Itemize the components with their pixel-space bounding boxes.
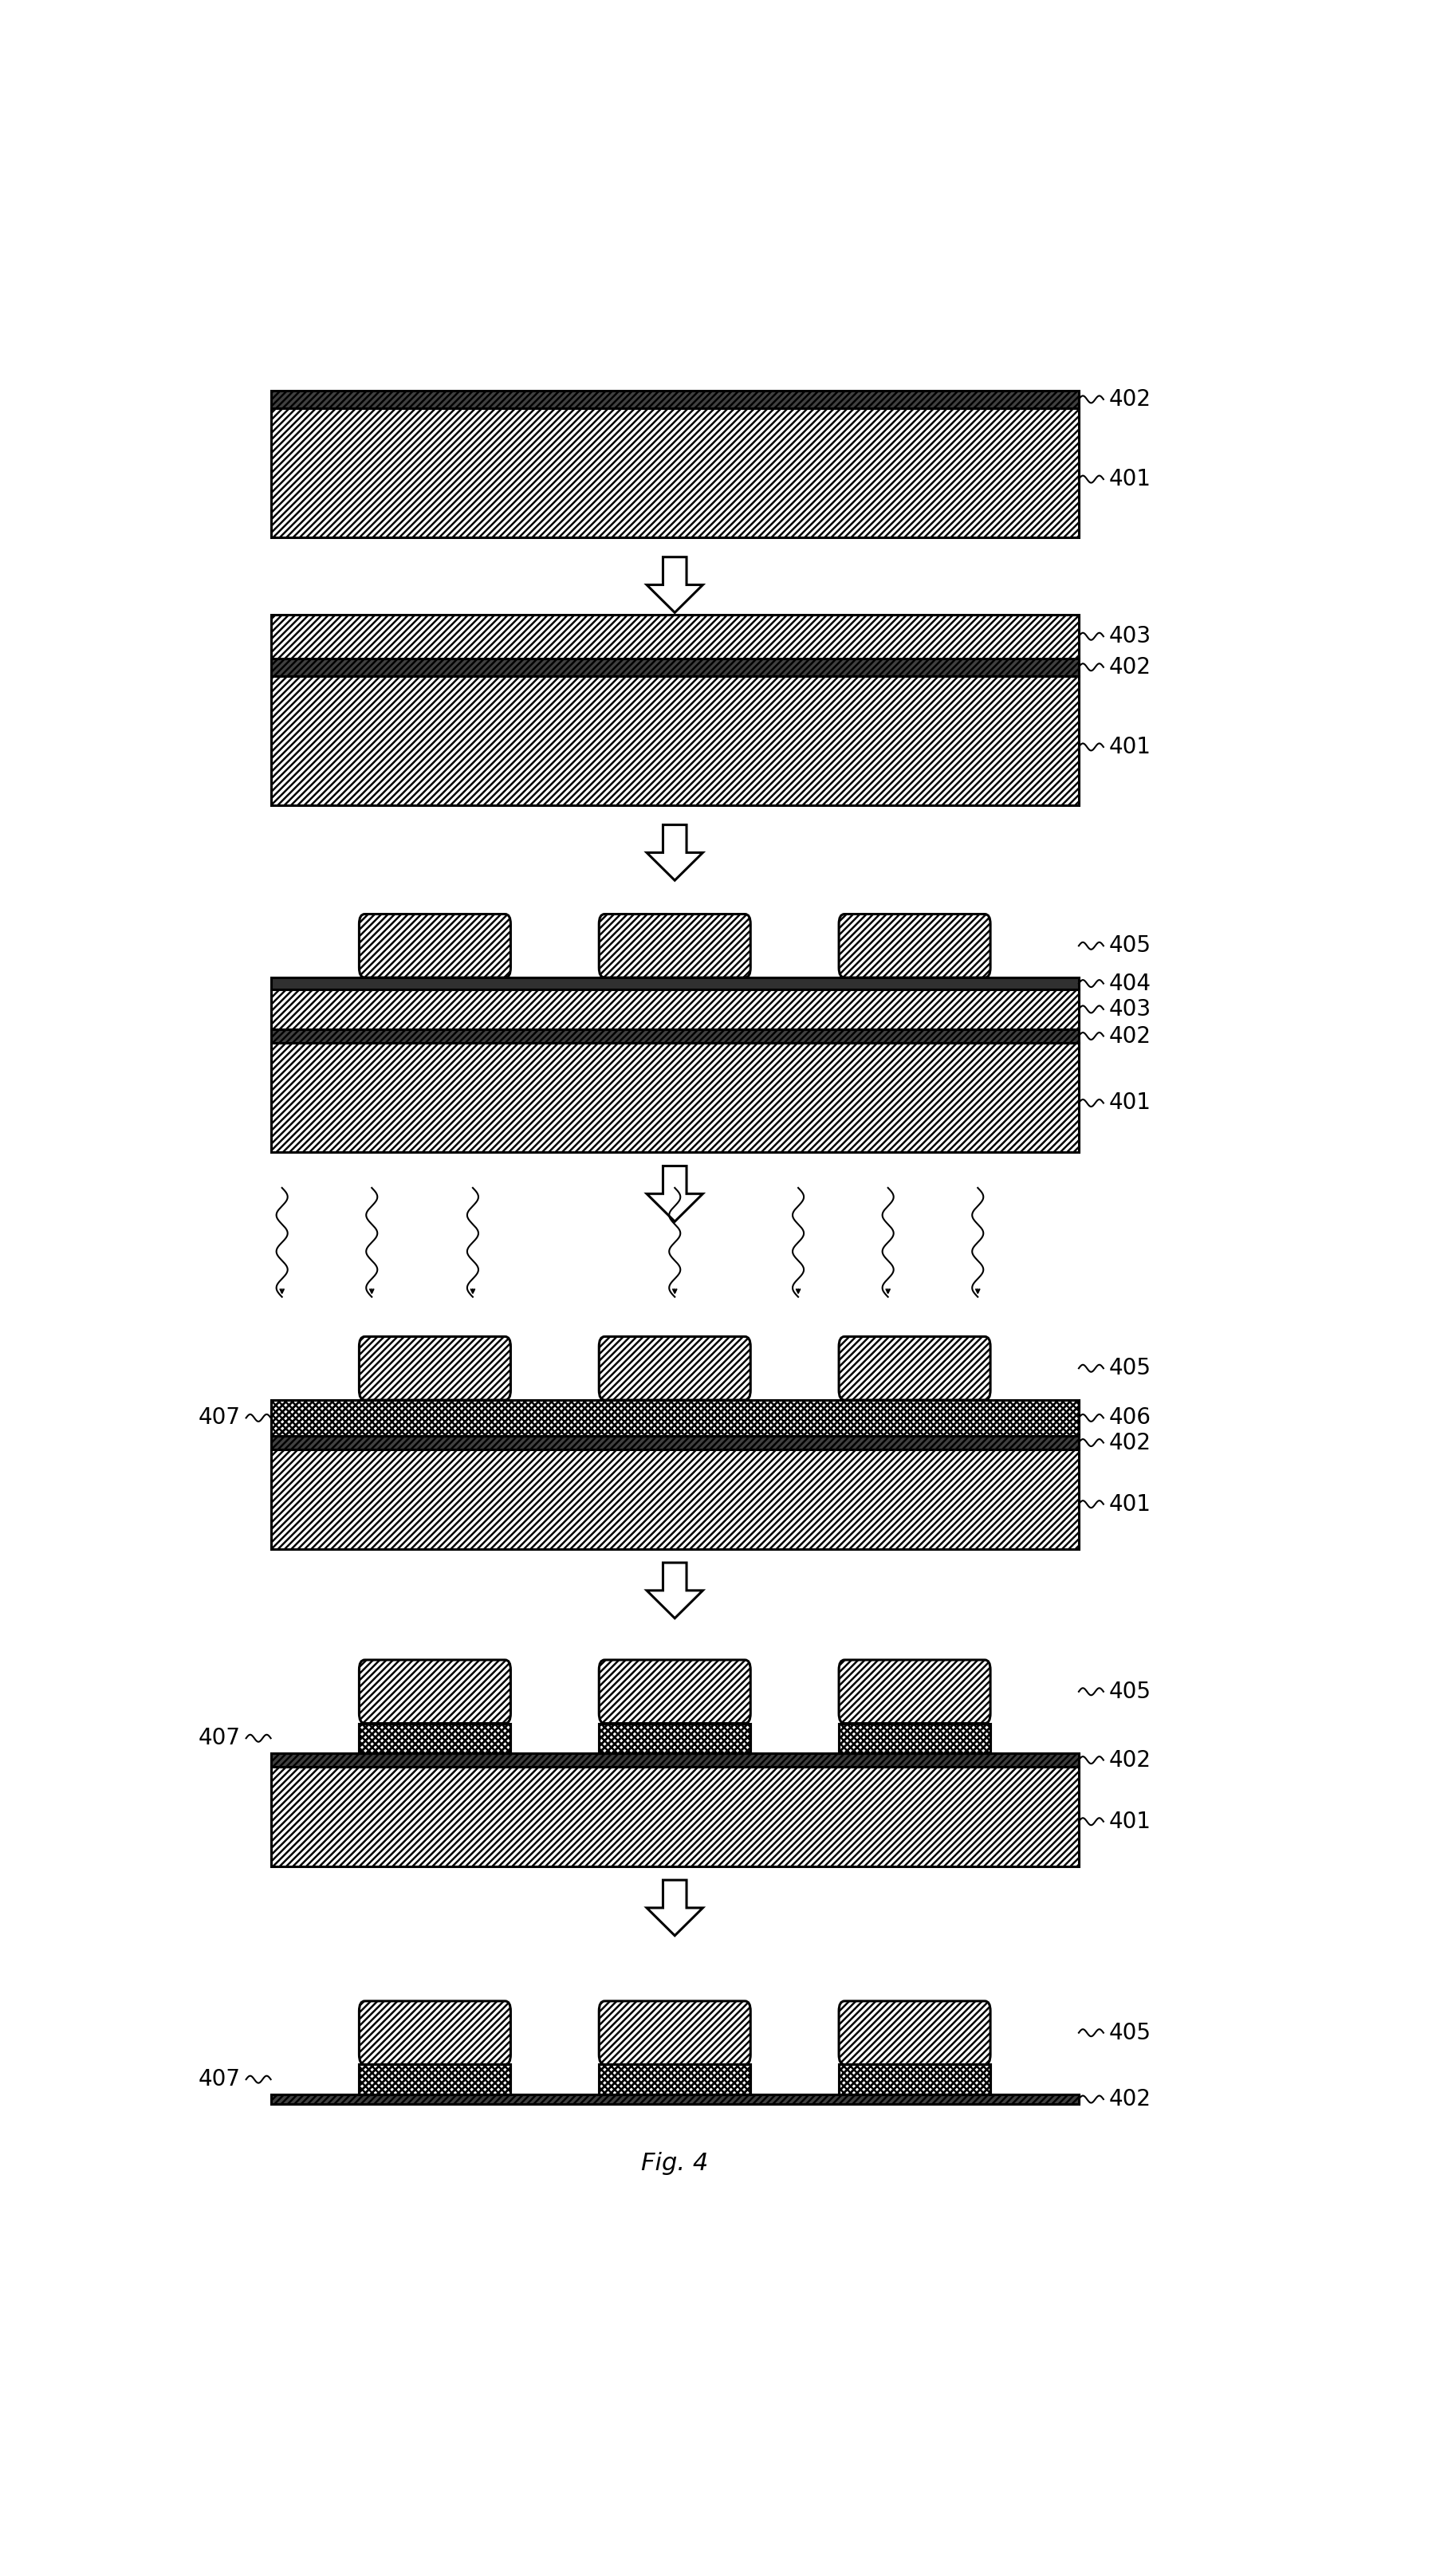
Text: 405: 405 — [1109, 1680, 1151, 1703]
FancyBboxPatch shape — [599, 1659, 750, 1723]
Text: 401: 401 — [1109, 1092, 1151, 1115]
FancyBboxPatch shape — [838, 2002, 990, 2063]
Bar — [271, 976, 1079, 989]
Bar — [838, 2063, 990, 2094]
FancyBboxPatch shape — [359, 1337, 511, 1401]
Bar — [271, 1030, 1079, 1043]
Bar — [599, 1723, 750, 1754]
FancyBboxPatch shape — [599, 914, 750, 976]
Bar — [271, 659, 1079, 675]
Text: 402: 402 — [1109, 1432, 1151, 1453]
Text: 402: 402 — [1109, 2089, 1151, 2110]
Bar — [271, 989, 1079, 1030]
Bar — [271, 1435, 1079, 1450]
Bar — [271, 1399, 1079, 1435]
Polygon shape — [647, 824, 702, 881]
Text: 402: 402 — [1109, 389, 1151, 410]
Polygon shape — [647, 556, 702, 613]
Bar — [271, 392, 1079, 407]
Text: 402: 402 — [1109, 657, 1151, 677]
Bar — [271, 1767, 1079, 1865]
Bar — [359, 1723, 511, 1754]
Text: 401: 401 — [1109, 1494, 1151, 1515]
Bar — [359, 1723, 511, 1754]
Text: 401: 401 — [1109, 737, 1151, 757]
Bar — [599, 1723, 750, 1754]
Bar — [271, 616, 1079, 659]
FancyBboxPatch shape — [359, 914, 511, 976]
FancyBboxPatch shape — [359, 2002, 511, 2063]
Text: 406: 406 — [1109, 1406, 1151, 1430]
FancyBboxPatch shape — [599, 1337, 750, 1401]
Polygon shape — [647, 1880, 702, 1935]
FancyBboxPatch shape — [838, 1337, 990, 1401]
Bar — [599, 2063, 750, 2094]
FancyBboxPatch shape — [838, 1659, 990, 1723]
Polygon shape — [647, 1167, 702, 1221]
Bar — [838, 1723, 990, 1754]
Bar — [271, 675, 1079, 804]
Bar — [838, 1723, 990, 1754]
Text: Fig. 4: Fig. 4 — [641, 2151, 708, 2174]
Text: 402: 402 — [1109, 1749, 1151, 1772]
Bar — [599, 2063, 750, 2094]
Text: 401: 401 — [1109, 1811, 1151, 1832]
Bar — [271, 1450, 1079, 1548]
Text: 407: 407 — [198, 1726, 240, 1749]
Bar — [271, 1043, 1079, 1151]
Bar — [359, 2063, 511, 2094]
Text: 404: 404 — [1109, 971, 1151, 994]
Text: 403: 403 — [1109, 997, 1151, 1020]
Bar — [838, 2063, 990, 2094]
Polygon shape — [647, 1564, 702, 1618]
Bar — [271, 407, 1079, 538]
Text: 407: 407 — [198, 2069, 240, 2092]
Text: 402: 402 — [1109, 1025, 1151, 1048]
Text: 403: 403 — [1109, 626, 1151, 647]
Text: 401: 401 — [1109, 469, 1151, 489]
Text: 407: 407 — [198, 1406, 240, 1430]
FancyBboxPatch shape — [599, 2002, 750, 2063]
Bar — [359, 2063, 511, 2094]
Text: 405: 405 — [1109, 2022, 1151, 2043]
FancyBboxPatch shape — [838, 914, 990, 976]
Bar — [271, 1754, 1079, 1767]
Bar — [271, 2094, 1079, 2105]
Text: 405: 405 — [1109, 935, 1151, 958]
Text: 405: 405 — [1109, 1358, 1151, 1381]
FancyBboxPatch shape — [359, 1659, 511, 1723]
Bar — [271, 1399, 1079, 1435]
